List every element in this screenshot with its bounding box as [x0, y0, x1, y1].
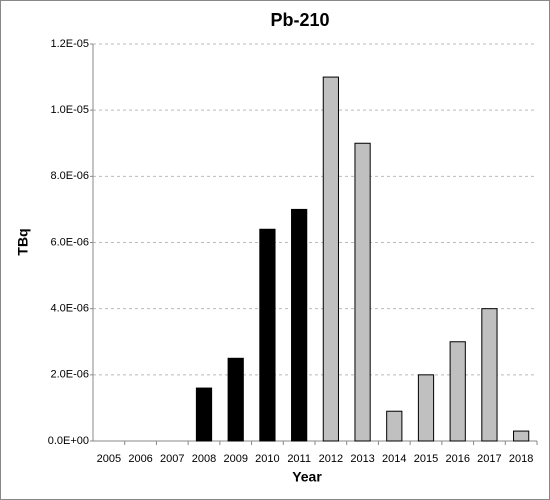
x-tick-label: 2013 [350, 453, 374, 465]
bar [417, 374, 435, 442]
y-axis-label: TBq [15, 228, 31, 255]
x-tick-label: 2011 [287, 453, 311, 465]
y-tick-label: 1.2E-05 [50, 38, 89, 50]
bar [322, 76, 339, 442]
bar [513, 430, 530, 442]
bar [481, 308, 498, 442]
x-tick-label: 2009 [223, 453, 247, 465]
x-tick-label: 2005 [97, 453, 121, 465]
bar [259, 228, 276, 442]
x-tick-label: 2006 [128, 453, 152, 465]
y-tick-label: 6.0E-06 [50, 236, 89, 248]
x-tick-label: 2016 [445, 453, 469, 465]
bar [291, 208, 308, 442]
bar [386, 410, 403, 442]
y-tick-label: 2.0E-06 [50, 369, 89, 381]
y-tick-label: 1.0E-05 [50, 104, 89, 116]
x-tick-label: 2018 [509, 453, 533, 465]
y-tick-label: 0.0E+00 [48, 435, 89, 447]
x-axis-label: Year [292, 469, 322, 485]
bar [354, 142, 371, 442]
x-tick-label: 2014 [382, 453, 406, 465]
x-tick-label: 2010 [255, 453, 279, 465]
bar [449, 341, 466, 442]
bar [227, 357, 244, 442]
y-tick-label: 8.0E-06 [50, 170, 89, 182]
y-tick-label: 4.0E-06 [50, 303, 89, 315]
x-tick-label: 2008 [192, 453, 216, 465]
x-tick-label: 2015 [414, 453, 438, 465]
x-tick-label: 2017 [477, 453, 501, 465]
x-tick-label: 2007 [160, 453, 184, 465]
bar [195, 387, 213, 442]
chart-title: Pb-210 [270, 10, 329, 30]
x-tick-label: 2012 [319, 453, 343, 465]
